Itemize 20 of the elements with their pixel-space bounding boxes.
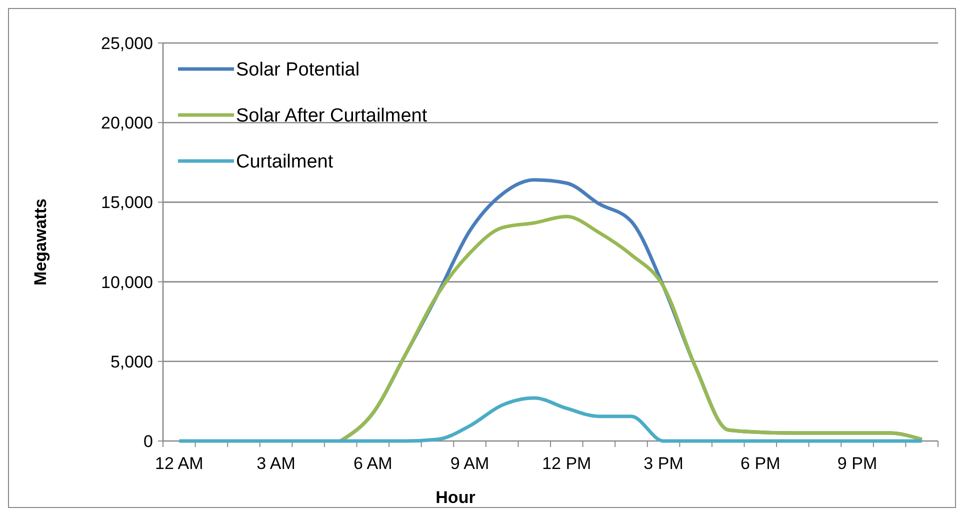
x-tick-label: 6 AM — [354, 454, 392, 473]
x-tick-label: 3 PM — [644, 454, 684, 473]
legend-label: Solar After Curtailment — [236, 106, 428, 127]
x-tick-label: 12 PM — [542, 454, 592, 473]
x-tick-label: 9 AM — [450, 454, 490, 473]
line-series — [177, 396, 924, 443]
x-tick-label: 12 AM — [155, 454, 204, 473]
legend-label: Solar Potential — [236, 60, 360, 81]
y-axis-title: Megawatts — [31, 198, 50, 286]
y-tick-label: 0 — [144, 432, 153, 451]
x-tick-label: 9 PM — [837, 454, 878, 473]
y-tick-label: 10,000 — [101, 272, 153, 292]
y-tick-label: 25,000 — [101, 34, 153, 53]
x-axis-title: Hour — [436, 488, 476, 507]
x-tick-label: 6 PM — [740, 454, 780, 473]
y-tick-label: 20,000 — [101, 114, 153, 133]
legend-label: Curtailment — [236, 152, 334, 173]
y-tick-label: 5,000 — [110, 352, 153, 372]
x-tick-label: 3 AM — [256, 454, 296, 473]
y-tick-label: 15,000 — [101, 193, 153, 212]
